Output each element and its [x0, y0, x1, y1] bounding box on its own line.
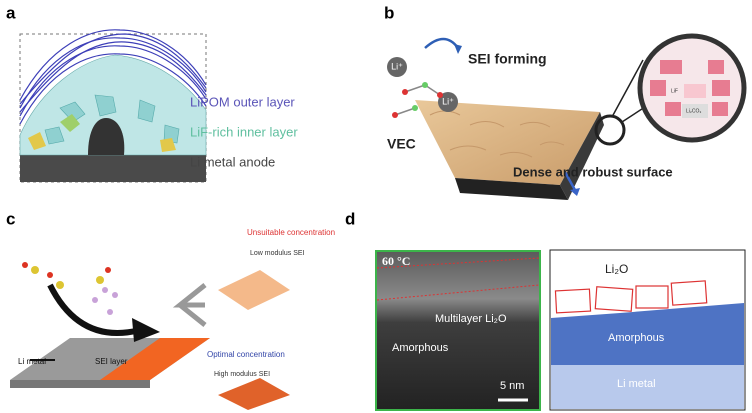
- layer-label: Li metal: [617, 378, 656, 390]
- slab: [415, 33, 747, 200]
- panel-letter: b: [384, 3, 394, 22]
- surface-label: Dense and robust surface: [513, 164, 673, 179]
- ion: [387, 57, 407, 77]
- molecule-label: VEC: [387, 136, 416, 152]
- layer-label: Li metal: [18, 357, 46, 366]
- condition-label: Unsuitable concentration: [247, 228, 335, 237]
- ion-label: Li⁺: [391, 61, 403, 71]
- layer-label: Amorphous: [608, 332, 665, 344]
- sei-label: Low modulus SEI: [250, 250, 305, 257]
- tem-image: [375, 250, 541, 411]
- layer-label: Multilayer Li₂O: [435, 313, 507, 325]
- schematic: [549, 249, 746, 411]
- zoom-label: Li₂CO₃: [686, 108, 701, 114]
- panel-letter: d: [345, 209, 355, 228]
- legend-label: Li metal anode: [190, 154, 275, 169]
- panel-letter: c: [6, 209, 15, 228]
- layer-label: Li₂O: [605, 262, 628, 276]
- layer-label: SEI layer: [95, 357, 128, 366]
- temperature-label: 60 °C: [382, 254, 410, 268]
- sei-illustration: [19, 29, 207, 183]
- legend-label: LiF-rich inner layer: [190, 124, 298, 139]
- molecules: [392, 82, 443, 118]
- layer-label: Amorphous: [392, 342, 449, 354]
- scale-label: 5 nm: [500, 380, 524, 392]
- process-label: SEI forming: [468, 51, 547, 67]
- sei-scheme: [10, 262, 290, 410]
- condition-label: Optimal concentration: [207, 350, 285, 359]
- ion-label: Li⁺: [442, 96, 454, 106]
- panel-letter: a: [6, 3, 16, 22]
- legend-label: LiPOM outer layer: [190, 94, 295, 109]
- zoom-label: LiF: [671, 88, 678, 94]
- ion: [438, 92, 458, 112]
- sei-label: High modulus SEI: [214, 371, 270, 378]
